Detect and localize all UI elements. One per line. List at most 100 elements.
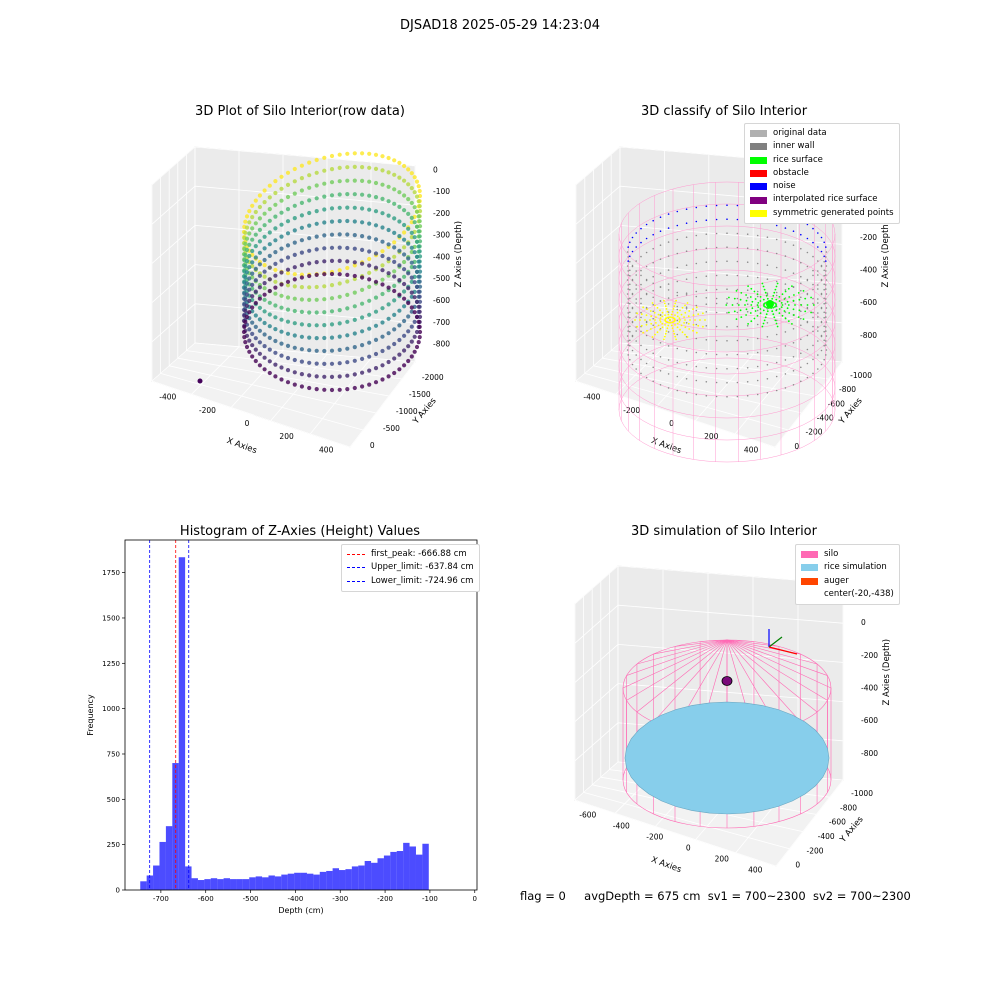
sim-silo-bottom-ring <box>622 731 832 829</box>
cls-point <box>800 282 802 285</box>
raw-point <box>406 358 411 364</box>
raw-point <box>243 239 248 244</box>
raw-point <box>412 229 417 234</box>
cls-point <box>652 261 654 264</box>
cls-x-tick: 0 <box>669 419 674 428</box>
hist-x-tick-label: -400 <box>287 895 303 903</box>
cls-rice-point <box>764 306 767 308</box>
raw-point <box>243 340 248 345</box>
hist-y-tick-label: 750 <box>107 750 120 758</box>
sim-y-tick: -800 <box>840 803 857 812</box>
cls-rice-point <box>783 298 786 300</box>
raw-point <box>409 279 414 284</box>
raw-point <box>285 207 291 212</box>
cls-symmetric-point <box>665 317 668 320</box>
raw-point <box>360 206 365 211</box>
cls-symmetric-point <box>668 321 670 324</box>
cls-point <box>756 337 759 340</box>
raw-point <box>247 209 252 214</box>
cls-symmetric-point <box>676 322 679 325</box>
raw-point <box>392 274 397 279</box>
cls-rice-point <box>725 304 728 306</box>
hist-bar <box>172 763 179 890</box>
cls-rice-point <box>753 290 756 293</box>
raw-point <box>412 265 417 270</box>
cls-point <box>676 210 679 213</box>
cls-rice-point <box>769 304 771 306</box>
cls-symmetric-point <box>688 328 691 330</box>
cls-point <box>667 303 670 305</box>
raw-point <box>380 377 385 382</box>
raw-point <box>345 279 350 284</box>
hist-bar <box>255 876 263 890</box>
cls-point <box>800 324 802 327</box>
raw-point <box>412 214 417 219</box>
raw-point <box>417 335 422 340</box>
cls-rice-point <box>775 322 778 325</box>
cls-point <box>806 237 809 240</box>
raw-point <box>397 219 402 224</box>
cls-point <box>736 302 739 305</box>
cls-rice-point <box>769 304 771 306</box>
cls-rice-point <box>749 312 752 314</box>
cls-symmetric-point <box>692 323 695 326</box>
cls-point <box>640 330 642 333</box>
cls-grid-line <box>575 342 621 382</box>
cls-point <box>825 274 827 276</box>
cls-rice-point <box>762 298 765 301</box>
raw-point <box>242 312 247 317</box>
cls-symmetric-point <box>684 326 687 329</box>
cls-symmetric-point <box>669 319 671 321</box>
raw-point <box>242 246 247 251</box>
cls-point <box>784 359 787 361</box>
cls-silo-ring <box>618 335 836 441</box>
raw-point <box>250 237 255 242</box>
hist-bar <box>306 873 314 890</box>
cls-point <box>820 265 823 268</box>
raw-point <box>250 305 255 310</box>
raw-point <box>292 252 297 257</box>
raw-point <box>412 280 417 285</box>
raw-point <box>345 151 350 156</box>
cls-point <box>825 307 828 309</box>
raw-point <box>279 365 284 370</box>
raw-z-tick: -100 <box>433 187 450 196</box>
raw-point <box>243 219 248 224</box>
cls-rice-point <box>731 304 734 306</box>
raw-point <box>273 179 278 184</box>
cls-point <box>806 292 809 295</box>
cls-grid-line <box>575 342 621 382</box>
cls-rice-point <box>735 318 738 320</box>
cls-point <box>726 396 728 398</box>
cls-point <box>626 321 629 323</box>
cls-symmetric-point <box>673 320 676 322</box>
raw-point <box>409 245 414 250</box>
cls-point <box>792 370 795 372</box>
cls-symmetric-point <box>636 312 638 315</box>
raw-point <box>267 335 272 340</box>
cls-rice-point <box>812 304 815 306</box>
cls-x-tick: -200 <box>623 406 640 415</box>
cls-rice-point <box>762 304 765 306</box>
raw-point <box>257 204 262 210</box>
cls-rice-point <box>764 316 767 319</box>
cls-rice-point <box>775 298 778 301</box>
cls-point <box>746 325 749 327</box>
raw-point <box>392 172 397 177</box>
cls-symmetric-point <box>686 336 689 338</box>
cls-point <box>631 293 634 296</box>
sim-silo-roof-rib <box>726 639 828 701</box>
cls-point <box>659 216 662 218</box>
raw-point <box>337 387 342 392</box>
cls-rice-point <box>798 298 801 301</box>
cls-point <box>766 250 769 252</box>
raw-point <box>406 240 411 245</box>
cls-symmetric-point <box>661 322 664 325</box>
classify-legend-item: obstacle <box>750 167 894 180</box>
cls-point <box>645 292 648 295</box>
cls-point <box>627 302 629 304</box>
raw-point <box>414 314 420 320</box>
raw-z-tick: 0 <box>433 165 438 174</box>
cls-symmetric-point <box>674 314 676 316</box>
cls-rice-point <box>745 314 747 316</box>
